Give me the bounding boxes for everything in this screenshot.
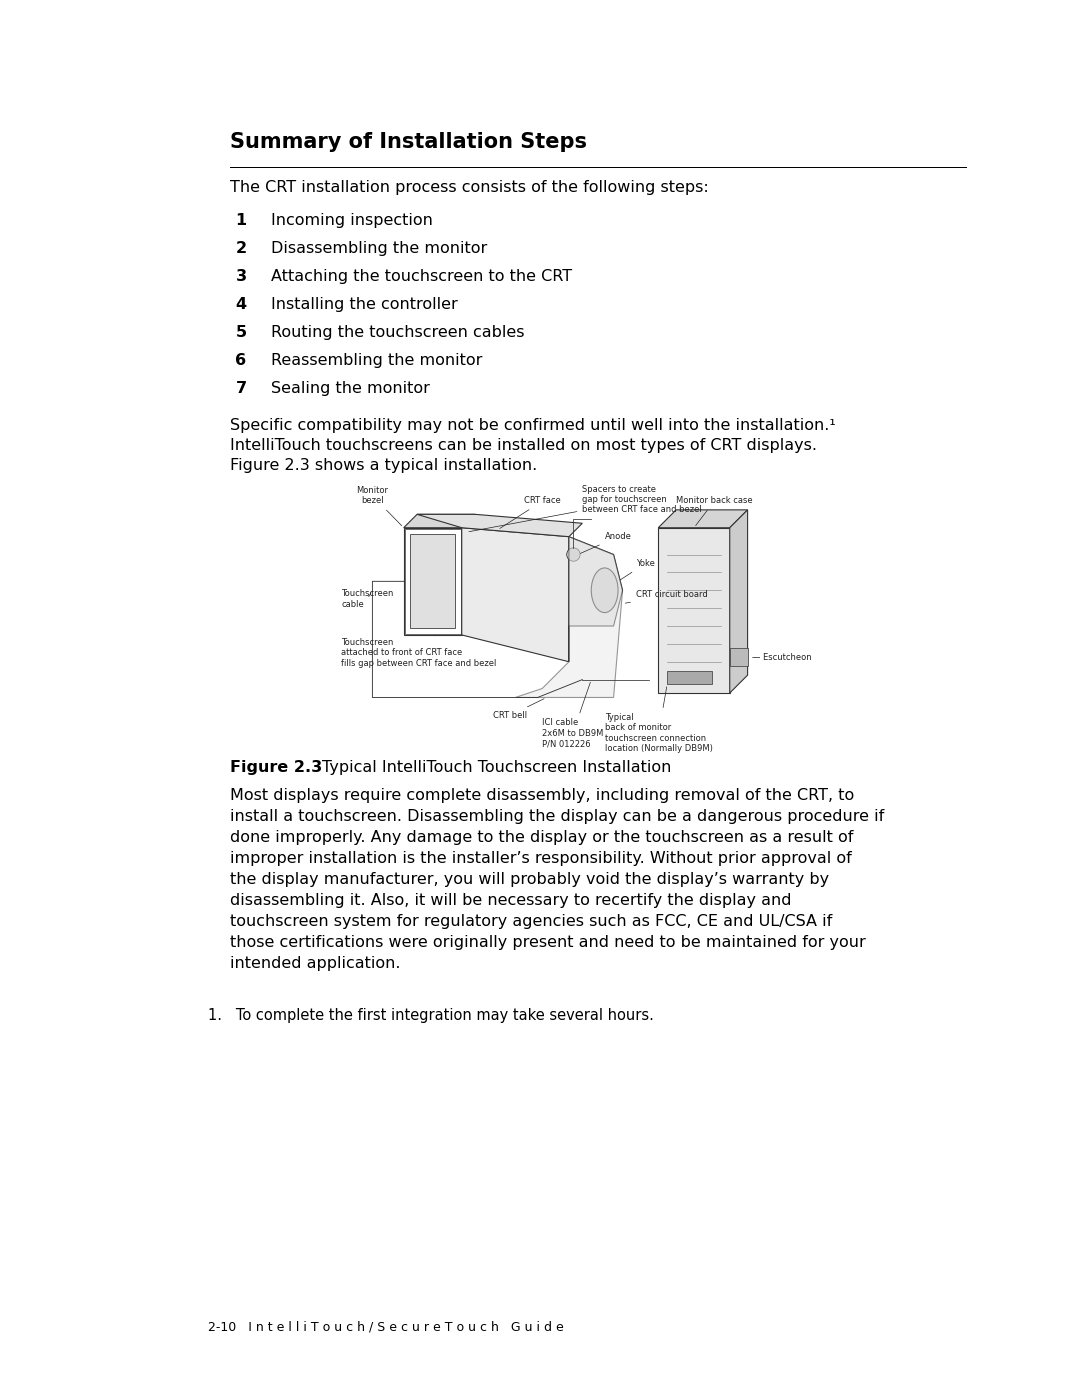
Text: 5: 5	[235, 326, 246, 339]
Text: CRT circuit board: CRT circuit board	[625, 591, 707, 604]
Polygon shape	[410, 535, 455, 629]
Text: Monitor back case: Monitor back case	[676, 496, 753, 525]
Ellipse shape	[591, 569, 618, 613]
Text: Figure 2.3 shows a typical installation.: Figure 2.3 shows a typical installation.	[230, 458, 537, 474]
Text: the display manufacturer, you will probably void the display’s warranty by: the display manufacturer, you will proba…	[230, 872, 829, 887]
Text: Attaching the touchscreen to the CRT: Attaching the touchscreen to the CRT	[271, 270, 572, 284]
Text: Summary of Installation Steps: Summary of Installation Steps	[230, 131, 588, 152]
Text: done improperly. Any damage to the display or the touchscreen as a result of: done improperly. Any damage to the displ…	[230, 830, 853, 845]
Text: 3: 3	[235, 270, 246, 284]
Text: Disassembling the monitor: Disassembling the monitor	[271, 242, 487, 256]
Text: 7: 7	[235, 381, 246, 395]
Polygon shape	[667, 671, 712, 685]
Text: Figure 2.3: Figure 2.3	[230, 760, 322, 775]
Text: Routing the touchscreen cables: Routing the touchscreen cables	[271, 326, 525, 339]
Text: IntelliTouch touchscreens can be installed on most types of CRT displays.: IntelliTouch touchscreens can be install…	[230, 439, 818, 453]
Text: Spacers to create
gap for touchscreen
between CRT face and bezel: Spacers to create gap for touchscreen be…	[469, 485, 702, 532]
Text: Yoke: Yoke	[620, 559, 654, 580]
Text: Specific compatibility may not be confirmed until well into the installation.¹: Specific compatibility may not be confir…	[230, 418, 836, 433]
Text: Touchscreen
cable: Touchscreen cable	[341, 590, 393, 609]
Text: 1.   To complete the first integration may take several hours.: 1. To complete the first integration may…	[208, 1009, 654, 1023]
Text: those certifications were originally present and need to be maintained for your: those certifications were originally pre…	[230, 935, 866, 950]
Polygon shape	[730, 510, 747, 693]
Text: Typical IntelliTouch Touchscreen Installation: Typical IntelliTouch Touchscreen Install…	[322, 760, 671, 775]
Text: Monitor
bezel: Monitor bezel	[356, 486, 402, 525]
Text: CRT face: CRT face	[500, 496, 561, 528]
Polygon shape	[515, 536, 622, 697]
Text: Installing the controller: Installing the controller	[271, 298, 458, 312]
Text: 1: 1	[235, 212, 246, 228]
Text: Anode: Anode	[580, 532, 632, 553]
Text: 6: 6	[235, 353, 246, 367]
Text: The CRT installation process consists of the following steps:: The CRT installation process consists of…	[230, 180, 708, 196]
Polygon shape	[462, 514, 475, 634]
Polygon shape	[659, 528, 730, 693]
Polygon shape	[462, 528, 569, 662]
Text: Sealing the monitor: Sealing the monitor	[271, 381, 430, 395]
Text: improper installation is the installer’s responsibility. Without prior approval : improper installation is the installer’s…	[230, 851, 852, 866]
Text: ICI cable
2x6M to DB9M
P/N 012226: ICI cable 2x6M to DB9M P/N 012226	[542, 682, 604, 749]
Text: disassembling it. Also, it will be necessary to recertify the display and: disassembling it. Also, it will be neces…	[230, 893, 792, 908]
Text: Most displays require complete disassembly, including removal of the CRT, to: Most displays require complete disassemb…	[230, 788, 854, 803]
Polygon shape	[417, 514, 582, 536]
Text: Touchscreen
attached to front of CRT face
fills gap between CRT face and bezel: Touchscreen attached to front of CRT fac…	[341, 634, 497, 668]
Polygon shape	[569, 536, 622, 662]
Text: install a touchscreen. Disassembling the display can be a dangerous procedure if: install a touchscreen. Disassembling the…	[230, 809, 885, 824]
Text: touchscreen system for regulatory agencies such as FCC, CE and UL/CSA if: touchscreen system for regulatory agenci…	[230, 914, 833, 929]
Text: Reassembling the monitor: Reassembling the monitor	[271, 353, 483, 367]
Text: 4: 4	[235, 298, 246, 312]
Text: Typical
back of monitor
touchscreen connection
location (Normally DB9M): Typical back of monitor touchscreen conn…	[605, 687, 713, 753]
Text: 2: 2	[235, 242, 246, 256]
Text: intended application.: intended application.	[230, 956, 401, 971]
Polygon shape	[659, 510, 747, 528]
Polygon shape	[730, 648, 747, 666]
Text: CRT bell: CRT bell	[492, 698, 544, 719]
Text: Incoming inspection: Incoming inspection	[271, 212, 433, 228]
Polygon shape	[404, 514, 475, 528]
Text: — Escutcheon: — Escutcheon	[752, 652, 812, 662]
Text: 2-10   I n t e l l i T o u c h / S e c u r e T o u c h   G u i d e: 2-10 I n t e l l i T o u c h / S e c u r…	[208, 1320, 564, 1333]
Circle shape	[567, 548, 580, 562]
